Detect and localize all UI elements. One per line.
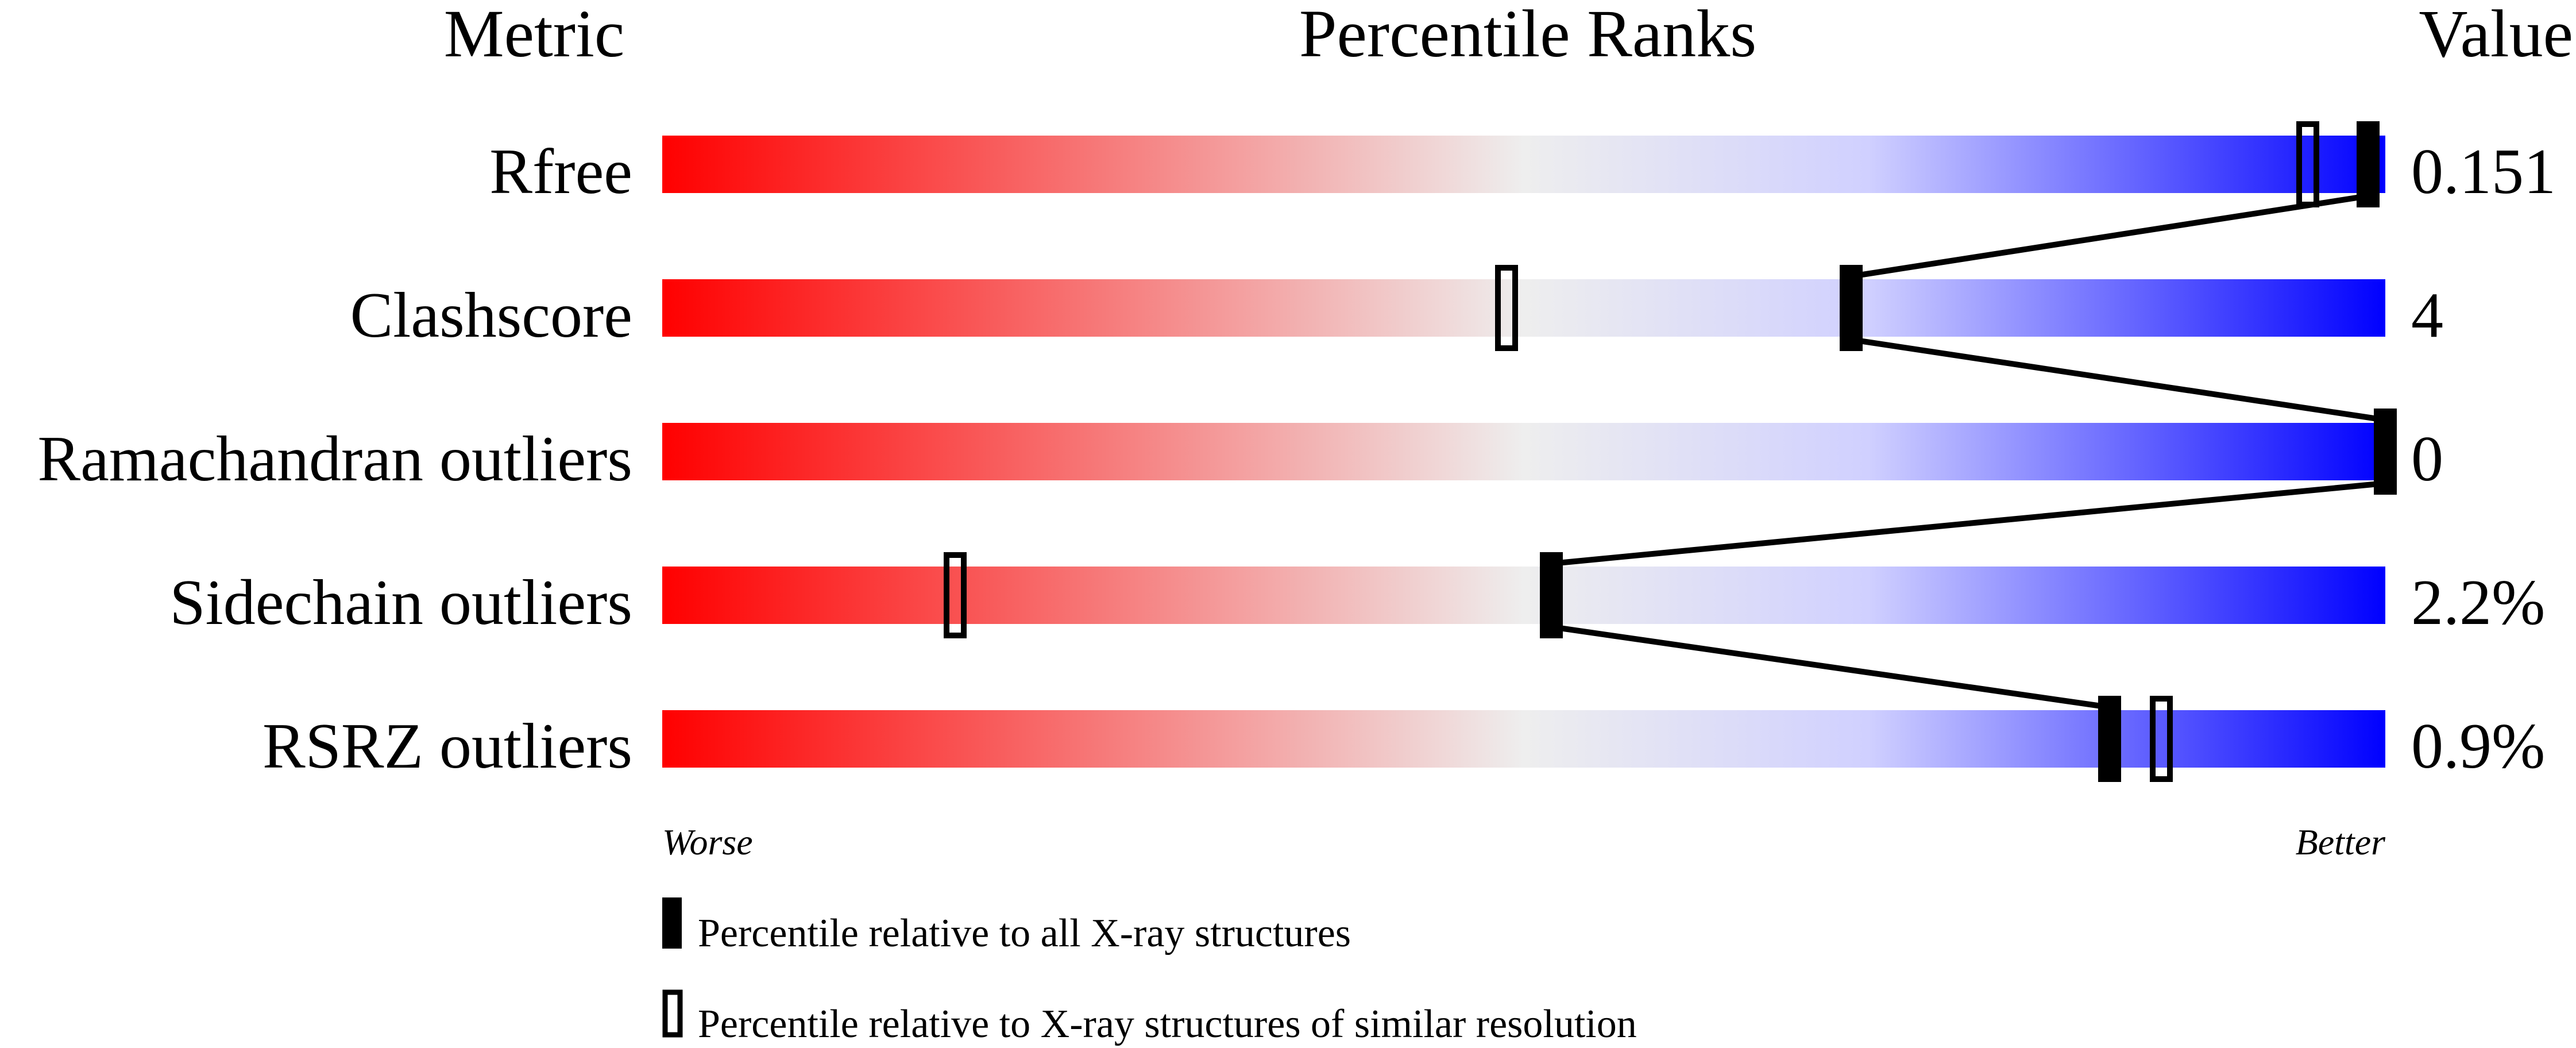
- metric-value: 0.9%: [2411, 711, 2545, 782]
- percentile-bar: [662, 423, 2385, 480]
- connector-line: [1551, 480, 2386, 567]
- all-structures-marker: [1840, 265, 1863, 351]
- all-structures-marker: [1540, 552, 1563, 638]
- header-value: Value: [2419, 0, 2573, 71]
- legend-all-label: Percentile relative to all X-ray structu…: [698, 911, 1351, 955]
- similar-resolution-marker: [1495, 265, 1518, 351]
- connector-line: [1551, 624, 2110, 710]
- similar-resolution-marker: [2296, 121, 2319, 207]
- connector-line: [1851, 337, 2386, 423]
- percentile-bar: [662, 567, 2385, 624]
- connector-line: [1851, 193, 2369, 279]
- header-metric: Metric: [444, 0, 625, 71]
- better-label: Better: [2296, 822, 2386, 862]
- metric-label: RSRZ outliers: [262, 711, 632, 782]
- all-structures-marker: [2374, 409, 2397, 495]
- metric-value: 0: [2411, 423, 2443, 495]
- metric-label: Ramachandran outliers: [37, 423, 632, 495]
- worse-label: Worse: [662, 822, 753, 862]
- percentile-bar: [662, 710, 2385, 768]
- legend-open-marker: [662, 989, 683, 1038]
- legend-similar-label: Percentile relative to X-ray structures …: [698, 1002, 1637, 1046]
- similar-resolution-marker: [944, 552, 967, 638]
- metric-value: 4: [2411, 280, 2443, 351]
- percentile-bar: [662, 136, 2385, 193]
- metric-label: Rfree: [489, 136, 632, 207]
- metric-value: 0.151: [2411, 136, 2556, 207]
- metric-label: Clashscore: [350, 280, 632, 351]
- metric-value: 2.2%: [2411, 567, 2545, 638]
- similar-resolution-marker: [2150, 696, 2173, 782]
- percentile-bar: [662, 279, 2385, 337]
- all-structures-marker: [2098, 696, 2121, 782]
- metric-label: Sidechain outliers: [169, 567, 632, 638]
- legend-filled-marker: [662, 897, 682, 949]
- all-structures-marker: [2357, 121, 2380, 207]
- header-percentile-ranks: Percentile Ranks: [1299, 0, 1756, 71]
